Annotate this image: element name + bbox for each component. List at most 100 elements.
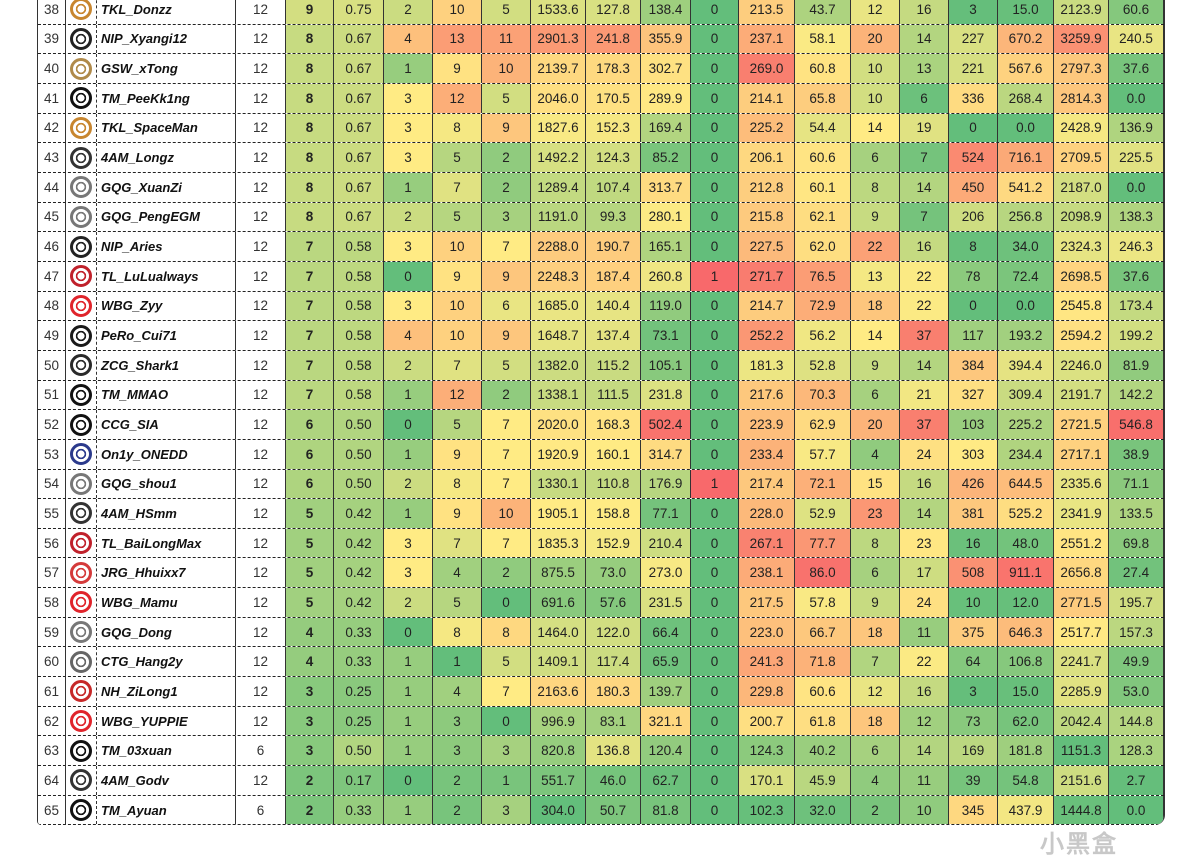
stat-cell-13: 345 bbox=[949, 795, 998, 825]
stat-cell-5: 1827.6 bbox=[531, 113, 586, 143]
stat-cell-1: 0.42 bbox=[334, 528, 384, 558]
team-logo-icon bbox=[70, 116, 92, 139]
stat-cell-11: 4 bbox=[851, 766, 900, 795]
stat-cell-10: 62.9 bbox=[795, 410, 851, 439]
stat-cell-10: 58.1 bbox=[795, 24, 851, 54]
stat-cell-7: 302.7 bbox=[641, 54, 691, 83]
stat-cell-3: 3 bbox=[433, 706, 482, 736]
stat-cell-11: 8 bbox=[851, 528, 900, 558]
stat-cell-4: 7 bbox=[482, 410, 531, 439]
stat-cell-5: 691.6 bbox=[531, 588, 586, 617]
stat-cell-0: 7 bbox=[286, 261, 334, 291]
stat-cell-15: 3259.9 bbox=[1054, 24, 1109, 54]
team-logo-icon bbox=[70, 354, 92, 377]
team-logo-cell bbox=[66, 558, 97, 588]
team-logo-cell bbox=[66, 499, 97, 528]
rank-cell: 62 bbox=[38, 706, 66, 736]
stat-cell-10: 32.0 bbox=[795, 795, 851, 825]
stat-cell-16: 0.0 bbox=[1109, 172, 1164, 202]
stat-cell-1: 0.58 bbox=[334, 321, 384, 350]
team-logo-icon bbox=[70, 769, 92, 792]
stat-cell-14: 54.8 bbox=[998, 766, 1054, 795]
stat-cell-12: 22 bbox=[900, 261, 949, 291]
stat-cell-14: 34.0 bbox=[998, 232, 1054, 261]
rank-cell: 58 bbox=[38, 588, 66, 617]
stat-cell-8: 1 bbox=[691, 261, 739, 291]
stat-cell-2: 0 bbox=[384, 410, 433, 439]
stat-cell-13: 227 bbox=[949, 24, 998, 54]
stat-cell-1: 0.33 bbox=[334, 795, 384, 825]
player-name: TM_03xuan bbox=[97, 736, 236, 766]
team-logo-icon bbox=[70, 235, 92, 258]
stat-cell-4: 1 bbox=[482, 766, 531, 795]
player-name: CCG_SIA bbox=[97, 410, 236, 439]
stat-cell-7: 66.4 bbox=[641, 617, 691, 647]
stat-cell-15: 2285.9 bbox=[1054, 677, 1109, 706]
stat-cell-0: 8 bbox=[286, 113, 334, 143]
player-name: NIP_Aries bbox=[97, 232, 236, 261]
team-logo-cell bbox=[66, 706, 97, 736]
stat-cell-7: 176.9 bbox=[641, 469, 691, 499]
stat-cell-2: 3 bbox=[384, 113, 433, 143]
stat-cell-13: 3 bbox=[949, 677, 998, 706]
rank-cell: 64 bbox=[38, 766, 66, 795]
stat-cell-4: 7 bbox=[482, 439, 531, 469]
stat-cell-4: 2 bbox=[482, 558, 531, 588]
stat-cell-16: 195.7 bbox=[1109, 588, 1164, 617]
player-name: 4AM_Godv bbox=[97, 766, 236, 795]
stat-cell-6: 115.2 bbox=[586, 350, 641, 380]
stat-cell-5: 1382.0 bbox=[531, 350, 586, 380]
rank-cell: 41 bbox=[38, 83, 66, 113]
stat-cell-4: 9 bbox=[482, 321, 531, 350]
games-played: 6 bbox=[236, 795, 286, 825]
games-played: 12 bbox=[236, 83, 286, 113]
rank-cell: 55 bbox=[38, 499, 66, 528]
stat-cell-14: 234.4 bbox=[998, 439, 1054, 469]
stat-cell-15: 2191.7 bbox=[1054, 380, 1109, 410]
stat-cell-5: 1905.1 bbox=[531, 499, 586, 528]
stat-cell-5: 1648.7 bbox=[531, 321, 586, 350]
table-row: 38 TKL_Donzz 12 9 0.75 2 10 5 1533.6 127.8 138.4 0 2… bbox=[38, 0, 1164, 25]
player-name: ZCG_Shark1 bbox=[97, 350, 236, 380]
stat-cell-1: 0.25 bbox=[334, 677, 384, 706]
stat-cell-8: 0 bbox=[691, 202, 739, 232]
stat-cell-5: 1835.3 bbox=[531, 528, 586, 558]
games-played: 12 bbox=[236, 143, 286, 172]
stat-cell-11: 6 bbox=[851, 558, 900, 588]
stat-cell-3: 10 bbox=[433, 321, 482, 350]
table-row: 40 GSW_xTong 12 8 0.67 1 9 10 2139.7 178.3 302.7 0 2… bbox=[38, 54, 1164, 84]
stat-cell-12: 11 bbox=[900, 617, 949, 647]
stat-cell-9: 200.7 bbox=[739, 706, 795, 736]
player-stats-table: 38 TKL_Donzz 12 9 0.75 2 10 5 1533.6 127.8 138.4 0 2… bbox=[37, 0, 1165, 826]
stat-cell-15: 2151.6 bbox=[1054, 766, 1109, 795]
stat-cell-4: 9 bbox=[482, 261, 531, 291]
stat-cell-7: 77.1 bbox=[641, 499, 691, 528]
games-played: 12 bbox=[236, 172, 286, 202]
stat-cell-8: 0 bbox=[691, 83, 739, 113]
stat-cell-0: 6 bbox=[286, 410, 334, 439]
stat-cell-4: 5 bbox=[482, 350, 531, 380]
stat-cell-5: 1533.6 bbox=[531, 0, 586, 24]
stat-cell-14: 670.2 bbox=[998, 24, 1054, 54]
team-logo-icon bbox=[70, 205, 92, 228]
player-name: TM_Ayuan bbox=[97, 795, 236, 825]
table-row: 52 CCG_SIA 12 6 0.50 0 5 7 2020.0 168.3 502.4 0 223.… bbox=[38, 410, 1164, 440]
stat-cell-6: 152.3 bbox=[586, 113, 641, 143]
stat-cell-16: 240.5 bbox=[1109, 24, 1164, 54]
stat-cell-3: 12 bbox=[433, 83, 482, 113]
stat-cell-9: 269.0 bbox=[739, 54, 795, 83]
stat-cell-14: 12.0 bbox=[998, 588, 1054, 617]
stat-cell-13: 303 bbox=[949, 439, 998, 469]
stat-cell-16: 546.8 bbox=[1109, 410, 1164, 439]
stat-cell-15: 1444.8 bbox=[1054, 795, 1109, 825]
team-logo-icon bbox=[70, 294, 92, 317]
stat-cell-1: 0.58 bbox=[334, 232, 384, 261]
stat-cell-12: 16 bbox=[900, 469, 949, 499]
stat-cell-13: 206 bbox=[949, 202, 998, 232]
stat-cell-4: 10 bbox=[482, 54, 531, 83]
stat-cell-8: 0 bbox=[691, 439, 739, 469]
stat-cell-10: 66.7 bbox=[795, 617, 851, 647]
table-row: 55 4AM_HSmm 12 5 0.42 1 9 10 1905.1 158.8 77.1 0 228… bbox=[38, 499, 1164, 529]
stat-cell-15: 2341.9 bbox=[1054, 499, 1109, 528]
stat-cell-5: 2248.3 bbox=[531, 261, 586, 291]
